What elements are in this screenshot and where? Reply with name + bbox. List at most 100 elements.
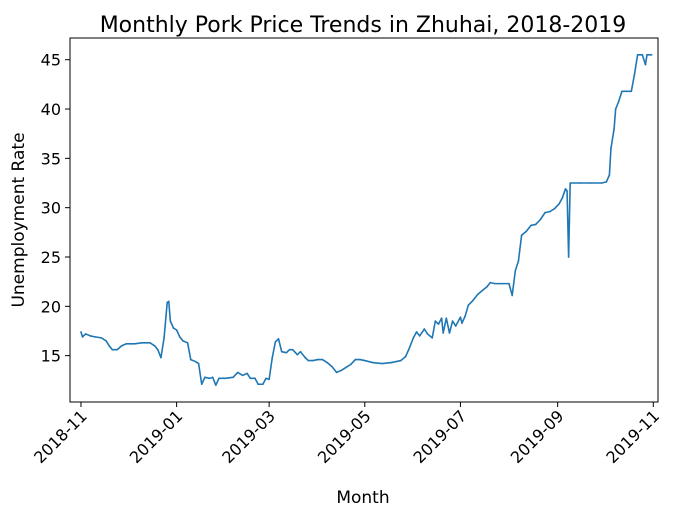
data-point [621,90,623,93]
data-point [633,73,636,76]
data-point [208,377,211,380]
data-point [197,362,200,365]
data-point [530,224,532,227]
data-point [431,337,434,339]
data-point [304,356,307,359]
data-point [644,63,647,66]
data-point [133,343,136,345]
data-point [558,202,561,205]
data-point [149,342,151,344]
data-point [650,53,653,56]
x-tick-label: 2019-01 [126,406,187,467]
x-tick-label: 2018-11 [30,406,91,467]
data-point [172,327,175,329]
x-tick-label: 2019-11 [602,406,663,467]
data-point [80,331,82,333]
y-tick-label: 15 [41,347,61,366]
data-point [500,282,503,285]
data-point [94,336,96,338]
data-point [211,376,214,379]
data-point [514,270,517,272]
data-point [189,358,192,361]
data-point [288,348,291,351]
data-point [589,182,592,184]
data-point [182,340,184,342]
data-point [340,369,343,372]
data-point [618,100,620,102]
data-point [440,317,443,319]
data-point [363,359,366,362]
data-point [549,210,551,213]
data-point [517,260,520,262]
data-point [481,289,484,292]
data-point [371,361,374,364]
data-point [349,363,352,366]
x-tick-label: 2019-07 [410,406,471,467]
x-tick-label: 2019-05 [314,406,375,467]
y-tick-label: 45 [41,51,61,70]
data-point [224,377,227,380]
data-point [204,376,206,379]
y-tick-label: 25 [41,248,61,267]
data-point [169,320,172,322]
data-point [525,230,528,233]
data-point [600,182,603,184]
data-point [291,348,294,351]
data-point [407,348,410,351]
data-point [569,182,571,184]
x-tick-label: 2019-09 [507,406,568,467]
data-point [246,372,248,375]
data-point [614,108,617,110]
data-point [296,353,299,356]
data-point [84,333,87,335]
data-point [472,299,474,302]
data-point [412,337,415,339]
data-point [434,320,437,322]
data-point [262,383,264,386]
data-point [125,343,128,345]
data-point [326,361,328,364]
data-point [445,317,448,319]
data-point [215,384,217,387]
data-point [160,356,162,359]
data-point [451,320,454,322]
data-point [241,374,244,377]
data-point [277,338,280,340]
data-point [561,197,564,199]
data-point [81,336,84,338]
data-point [534,223,537,226]
data-point [321,358,324,361]
data-point [415,331,418,333]
data-point [511,294,513,297]
data-point [539,218,542,221]
data-point [316,358,319,361]
data-point [265,377,267,380]
data-point [274,341,277,343]
data-point [567,256,570,258]
data-point [442,332,444,334]
data-point [116,348,118,351]
data-point [163,337,165,339]
data-point [108,344,110,347]
data-point [105,340,107,342]
data-point [175,329,178,331]
data-point [461,322,463,324]
series-line [80,53,652,387]
data-point [218,377,220,380]
data-point [120,344,123,347]
data-point [489,281,492,284]
y-tick-label: 30 [41,199,61,218]
data-point [312,359,314,362]
data-point [331,365,333,368]
data-point [464,315,466,317]
y-axis-label: Unemployment Rate [9,132,29,307]
data-point [299,350,302,353]
data-point [167,300,170,303]
data-point [153,344,156,347]
data-point [271,356,274,359]
data-point [423,328,426,330]
data-point [566,190,568,192]
data-point [178,336,181,338]
chart-title: Monthly Pork Price Trends in Zhuhai, 201… [100,13,627,38]
